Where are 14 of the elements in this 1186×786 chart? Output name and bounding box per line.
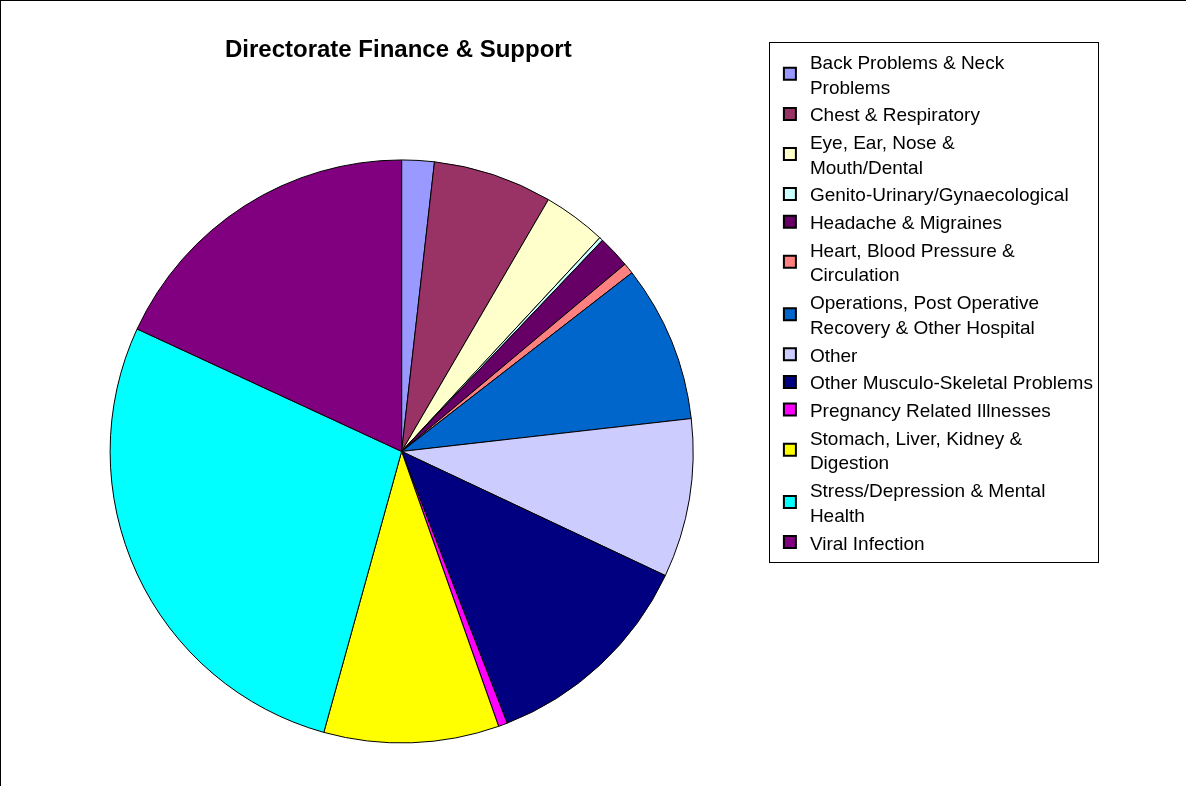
legend-label: Stress/Depression & Mental Health xyxy=(809,480,1046,526)
legend-label: Heart, Blood Pressure & Circulation xyxy=(809,239,1016,286)
chart-title: Directorate Finance & Support xyxy=(224,34,572,62)
legend-label: Genito-Urinary/Gynaecological xyxy=(809,184,1069,206)
legend-label: Other Musculo-Skeletal Problems xyxy=(809,372,1093,394)
legend-label: Viral Infection xyxy=(809,532,925,554)
legend-label: Eye, Ear, Nose & Mouth/Dental xyxy=(809,132,955,178)
legend-label: Pregnancy Related Illnesses xyxy=(809,400,1051,421)
legend-label: Chest & Respiratory xyxy=(809,104,981,126)
legend-label: Operations, Post Operative Recovery & Other Hospital xyxy=(809,292,1040,338)
legend-label: Headache & Migraines xyxy=(809,212,1003,234)
legend-label: Other xyxy=(809,344,859,366)
legend-label: Back Problems & Neck Problems xyxy=(809,51,1005,98)
legend-label: Stomach, Liver, Kidney & Digestion xyxy=(809,427,1023,474)
